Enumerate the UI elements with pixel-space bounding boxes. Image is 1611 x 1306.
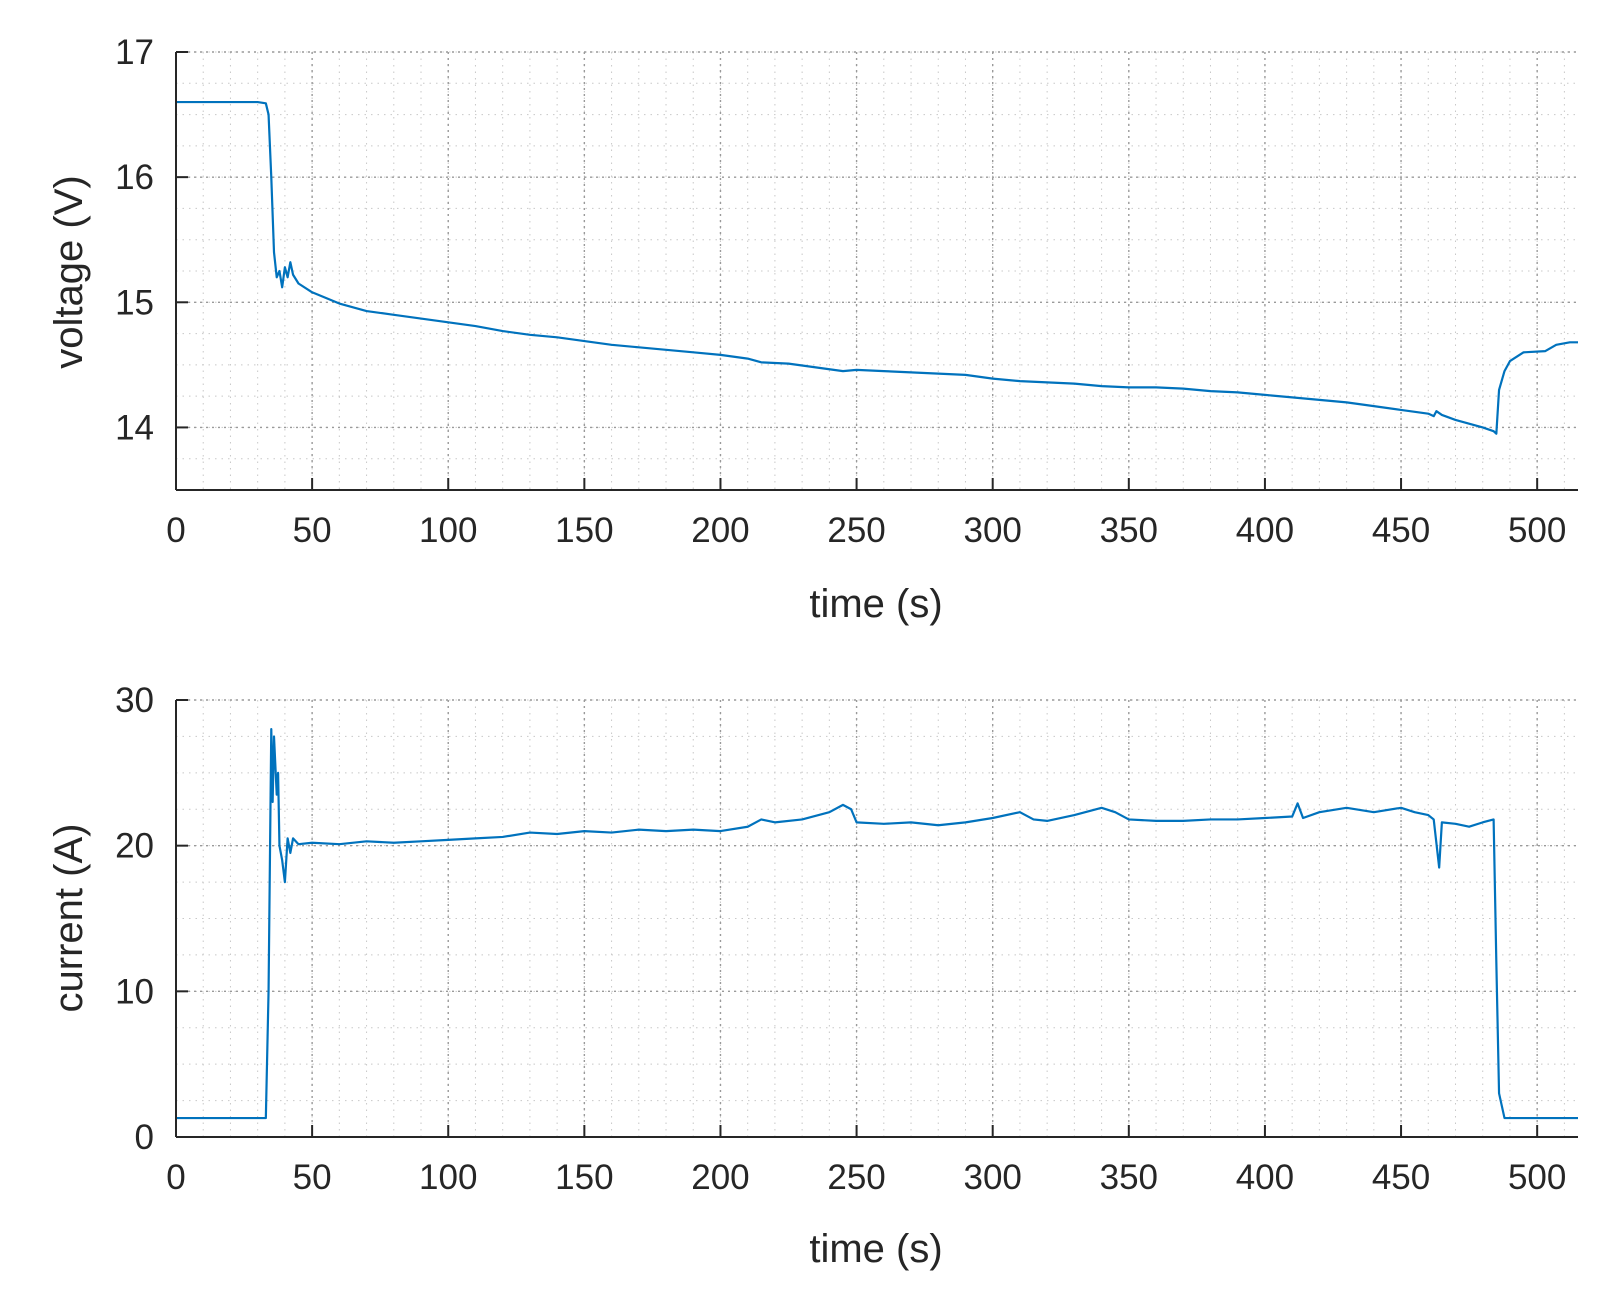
voltage-minor-grid <box>175 51 1578 491</box>
voltage-ticks: 0 50 100 150 200 250 300 350 400 450 500 14 15 16 17 <box>115 33 1566 550</box>
voltage-chart: 0 50 100 150 200 250 300 350 400 450 500 14 15 16 17 t… <box>47 33 1578 626</box>
current-y-tick-label: 30 <box>115 681 154 720</box>
current-x-tick-label: 350 <box>1100 1158 1158 1197</box>
voltage-y-tick-label: 17 <box>115 33 154 72</box>
voltage-x-tick-label: 300 <box>963 511 1021 550</box>
current-x-tick-label: 300 <box>963 1158 1021 1197</box>
current-axes <box>175 700 1578 1138</box>
current-x-tick-label: 250 <box>827 1158 885 1197</box>
current-x-tick-label: 500 <box>1508 1158 1566 1197</box>
voltage-x-tick-label: 50 <box>293 511 332 550</box>
voltage-y-tick-label: 16 <box>115 158 154 197</box>
current-y-tick-label: 0 <box>135 1118 154 1157</box>
voltage-series-group <box>176 100 1578 435</box>
current-x-tick-label: 100 <box>419 1158 477 1197</box>
current-y-tick-label: 20 <box>115 827 154 866</box>
voltage-x-axis-title: time (s) <box>809 582 942 626</box>
voltage-x-tick-label: 200 <box>691 511 749 550</box>
current-series-group <box>176 728 1578 1120</box>
current-ticks: 0 50 100 150 200 250 300 350 400 450 500 0 10 20 30 <box>115 681 1566 1197</box>
current-x-tick-label: 450 <box>1372 1158 1430 1197</box>
current-x-tick-label: 150 <box>555 1158 613 1197</box>
voltage-y-axis-title: voltage (V) <box>47 175 91 368</box>
current-x-tick-label: 200 <box>691 1158 749 1197</box>
current-y-axis-title: current (A) <box>47 824 91 1013</box>
current-x-axis-title: time (s) <box>809 1227 942 1271</box>
current-minor-grid <box>175 699 1578 1138</box>
voltage-x-tick-label: 0 <box>166 511 185 550</box>
voltage-series-line <box>176 100 1578 435</box>
voltage-x-tick-label: 400 <box>1236 511 1294 550</box>
voltage-x-tick-label: 150 <box>555 511 613 550</box>
voltage-x-tick-label: 100 <box>419 511 477 550</box>
current-chart: 0 50 100 150 200 250 300 350 400 450 500 0 10 20 30 ti… <box>47 681 1578 1271</box>
current-series-line <box>176 728 1578 1120</box>
voltage-x-tick-label: 500 <box>1508 511 1566 550</box>
voltage-y-tick-label: 14 <box>115 408 154 447</box>
current-x-tick-label: 400 <box>1236 1158 1294 1197</box>
voltage-axes <box>175 52 1578 491</box>
voltage-x-tick-label: 250 <box>827 511 885 550</box>
voltage-x-tick-label: 450 <box>1372 511 1430 550</box>
current-x-tick-label: 50 <box>293 1158 332 1197</box>
voltage-y-tick-label: 15 <box>115 283 154 322</box>
current-y-tick-label: 10 <box>115 972 154 1011</box>
current-x-tick-label: 0 <box>166 1158 185 1197</box>
voltage-x-tick-label: 350 <box>1100 511 1158 550</box>
